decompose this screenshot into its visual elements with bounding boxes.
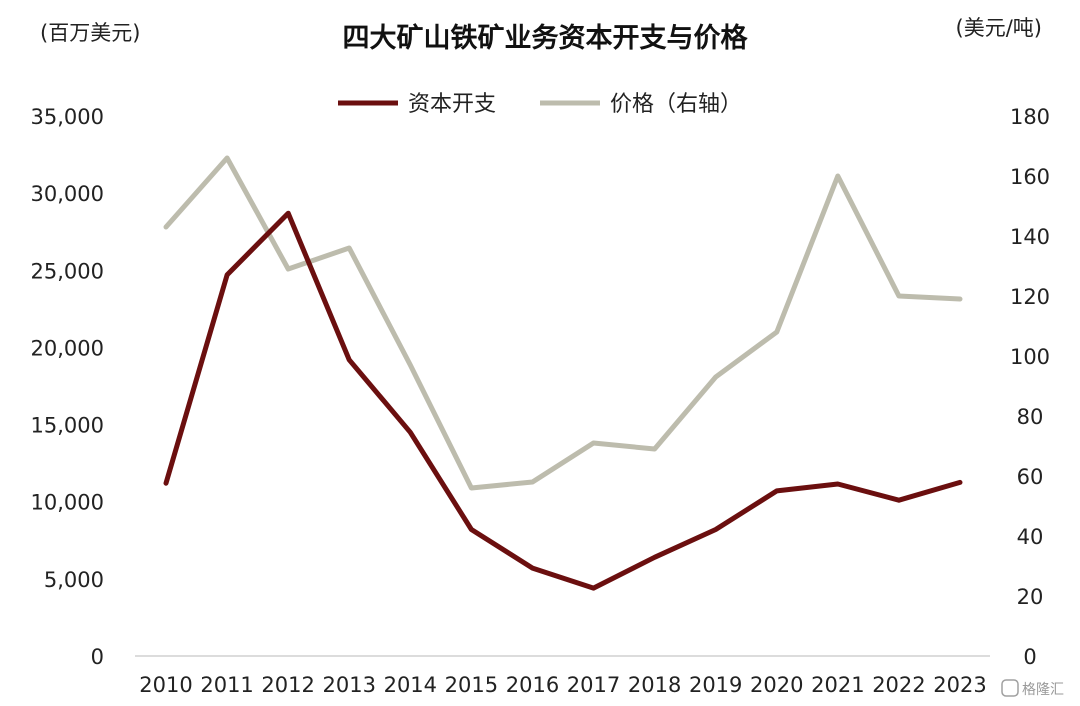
left-tick-label: 30,000 (31, 182, 104, 206)
chart-title: 四大矿山铁矿业务资本开支与价格 (343, 22, 749, 54)
right-axis-unit: (美元/吨) (956, 16, 1042, 40)
x-tick-label: 2023 (933, 673, 986, 697)
left-tick-label: 25,000 (31, 259, 104, 283)
right-tick-label: 20 (1017, 585, 1044, 609)
watermark-logo-icon (1001, 679, 1019, 697)
legend: 资本开支 价格（右轴） (338, 92, 742, 117)
x-tick-label: 2017 (567, 673, 620, 697)
x-tick-label: 2011 (200, 673, 253, 697)
right-tick-label: 100 (1010, 345, 1050, 369)
series-line-capex (163, 210, 963, 591)
watermark-text: 格隆汇 (1022, 682, 1064, 698)
right-tick-label: 140 (1010, 225, 1050, 249)
legend-label-capex: 资本开支 (408, 92, 496, 117)
right-axis: 0 20 40 60 80 100 120 140 160 180 (1010, 105, 1050, 669)
x-tick-label: 2015 (445, 673, 498, 697)
left-tick-label: 0 (91, 645, 104, 669)
left-tick-label: 20,000 (31, 336, 104, 360)
left-axis: 0 5,000 10,000 15,000 20,000 25,000 30,000 35,0… (31, 105, 104, 669)
x-tick-label: 2020 (750, 673, 803, 697)
right-tick-label: 0 (1023, 645, 1036, 669)
x-tick-label: 2013 (323, 673, 376, 697)
right-tick-label: 60 (1017, 465, 1044, 489)
left-tick-label: 35,000 (31, 105, 104, 129)
left-axis-unit: (百万美元) (40, 21, 140, 45)
watermark: 格隆汇 (1001, 679, 1064, 698)
series-lines (163, 155, 963, 591)
legend-label-price: 价格（右轴） (610, 92, 742, 117)
x-tick-label: 2019 (689, 673, 742, 697)
left-tick-label: 5,000 (44, 568, 104, 592)
x-tick-label: 2021 (811, 673, 864, 697)
right-tick-label: 180 (1010, 105, 1050, 129)
series-line-price (163, 155, 963, 491)
left-tick-label: 10,000 (31, 491, 104, 515)
right-tick-label: 120 (1010, 285, 1050, 309)
left-tick-label: 15,000 (31, 414, 104, 438)
x-tick-label: 2010 (139, 673, 192, 697)
x-tick-label: 2014 (384, 673, 437, 697)
x-tick-label: 2018 (628, 673, 681, 697)
x-axis: 2010 2011 2012 2013 2014 2015 2016 2017 2018 2019… (139, 673, 986, 697)
right-tick-label: 160 (1010, 165, 1050, 189)
x-tick-label: 2022 (872, 673, 925, 697)
x-tick-label: 2016 (506, 673, 559, 697)
x-tick-label: 2012 (261, 673, 314, 697)
right-tick-label: 80 (1017, 405, 1044, 429)
right-tick-label: 40 (1017, 525, 1044, 549)
